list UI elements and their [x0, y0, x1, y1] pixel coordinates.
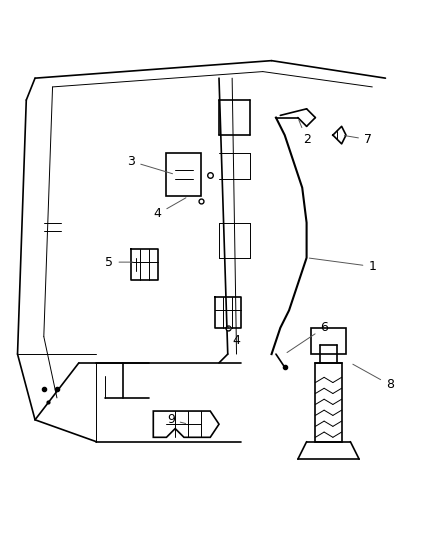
Text: 4: 4: [154, 198, 186, 221]
Text: 9: 9: [167, 413, 186, 426]
Text: 8: 8: [353, 364, 394, 391]
Text: 1: 1: [309, 258, 376, 273]
Text: 5: 5: [106, 256, 133, 269]
Text: 2: 2: [299, 120, 311, 146]
Bar: [166, 152, 201, 197]
Text: 6: 6: [287, 321, 328, 352]
Text: 4: 4: [229, 326, 240, 348]
Bar: [311, 328, 346, 354]
Text: 3: 3: [127, 155, 173, 174]
Text: 7: 7: [344, 133, 372, 146]
Bar: [315, 363, 342, 442]
